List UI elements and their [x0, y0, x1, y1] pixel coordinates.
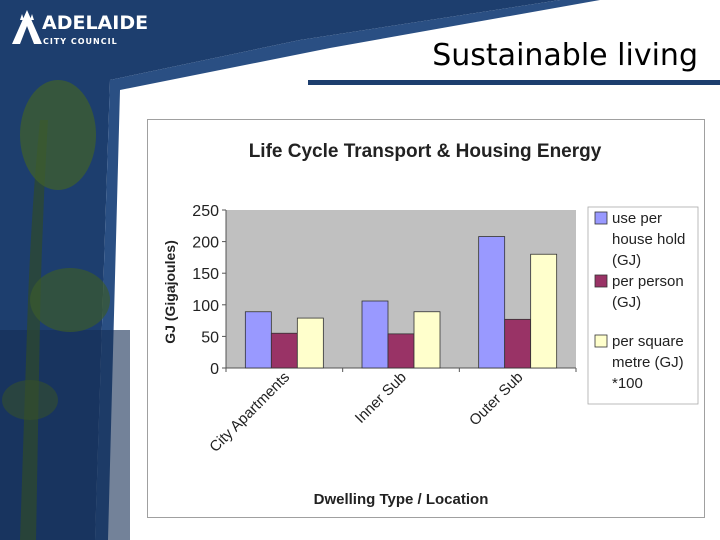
chart: Life Cycle Transport & Housing Energy 0 5…	[162, 141, 699, 508]
logo-emblem-icon	[12, 10, 42, 44]
bar	[270, 332, 298, 369]
bar	[504, 318, 532, 369]
logo-name: ADELAIDE	[42, 12, 149, 34]
bar	[413, 311, 441, 369]
bar	[387, 333, 415, 369]
legend-entry: per person (GJ)	[612, 273, 684, 311]
y-tick-label: 50	[201, 329, 219, 346]
logo-subtitle: CITY COUNCIL	[43, 37, 118, 46]
bar	[361, 300, 389, 369]
title-underline	[308, 80, 720, 85]
x-tick-label: City Apartments	[206, 369, 293, 456]
x-tick-label: Outer Sub	[466, 369, 526, 429]
x-tick-label: Inner Sub	[352, 369, 410, 427]
chart-title: Life Cycle Transport & Housing Energy	[249, 141, 602, 162]
bar	[478, 236, 506, 369]
y-tick-label: 0	[210, 361, 219, 378]
legend-swatch	[594, 211, 608, 225]
chart-frame: Life Cycle Transport & Housing Energy 0 5…	[147, 119, 705, 518]
city-council-logo: ADELAIDE CITY COUNCIL	[10, 10, 148, 54]
y-tick-label: 250	[192, 203, 219, 220]
y-tick-label: 200	[192, 235, 219, 252]
slide-title: Sustainable living	[432, 38, 698, 73]
legend-entry: use per house hold (GJ)	[612, 210, 685, 269]
bar	[244, 311, 272, 369]
x-axis-label: Dwelling Type / Location	[314, 491, 489, 508]
y-axis-label: GJ (Gigajoules)	[162, 240, 178, 343]
bar	[530, 253, 558, 369]
legend-swatch	[594, 274, 608, 288]
legend-entry: per square metre (GJ) *100	[612, 333, 684, 392]
bar	[296, 317, 324, 369]
y-tick-label: 100	[192, 298, 219, 315]
legend-swatch	[594, 334, 608, 348]
y-tick-label: 150	[192, 266, 219, 283]
legend-box	[587, 206, 699, 405]
